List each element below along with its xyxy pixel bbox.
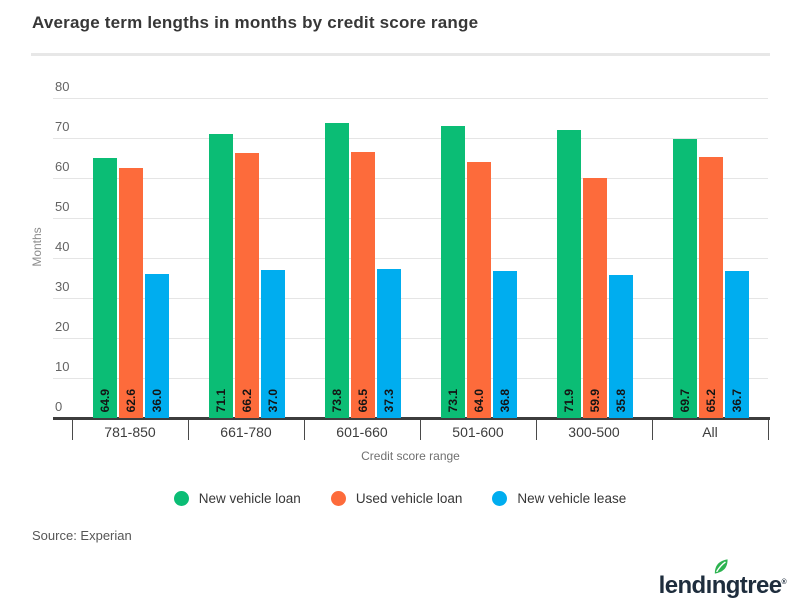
category-label: 601-660 xyxy=(336,424,388,440)
bar: 36.8 xyxy=(493,270,517,418)
bar-value-label: 36.7 xyxy=(730,388,744,412)
y-gridline xyxy=(53,218,768,219)
legend-dot-icon xyxy=(173,491,189,506)
y-gridline xyxy=(53,98,768,99)
x-axis-tick xyxy=(72,420,73,440)
bar-value-label: 35.8 xyxy=(614,388,628,412)
bar-value-label: 69.7 xyxy=(678,388,692,412)
bar-value-label: 64.9 xyxy=(98,388,112,412)
legend-label: Used vehicle loan xyxy=(355,491,463,506)
x-axis-tick xyxy=(188,420,189,440)
bar: 73.8 xyxy=(325,122,349,418)
bar: 62.6 xyxy=(119,167,143,418)
bar: 66.2 xyxy=(235,153,259,418)
category-label: All xyxy=(702,424,718,440)
x-axis-tick xyxy=(652,420,653,440)
y-tick-label: 50 xyxy=(55,199,70,214)
bar-value-label: 71.9 xyxy=(562,388,576,412)
y-tick-label: 80 xyxy=(55,79,70,94)
legend-item: Used vehicle loan xyxy=(330,491,463,506)
y-gridline xyxy=(53,298,768,299)
bar: 35.8 xyxy=(609,274,633,418)
chart-title: Average term lengths in months by credit… xyxy=(32,13,479,32)
legend: New vehicle loan Used vehicle loan New veh… xyxy=(0,491,800,506)
leaf-icon xyxy=(714,559,728,574)
y-gridline xyxy=(53,258,768,259)
y-gridline xyxy=(53,138,768,139)
bar-value-label: 73.8 xyxy=(330,388,344,412)
lendingtree-logo-text: lendıngtree® xyxy=(659,559,787,598)
bar-value-label: 66.5 xyxy=(356,388,370,412)
x-axis-tick xyxy=(536,420,537,440)
bar-value-label: 36.0 xyxy=(150,388,164,412)
y-tick-label: 30 xyxy=(55,279,70,294)
lendingtree-logo: lendıngtree® xyxy=(659,559,787,598)
bar-value-label: 71.1 xyxy=(214,388,228,412)
x-axis-tick xyxy=(420,420,421,440)
title-divider xyxy=(31,53,770,56)
y-tick-label: 20 xyxy=(55,319,70,334)
bar-value-label: 62.6 xyxy=(124,388,138,412)
legend-dot-icon xyxy=(492,491,508,506)
y-gridline xyxy=(53,178,768,179)
bar-value-label: 36.8 xyxy=(498,388,512,412)
bar-value-label: 64.0 xyxy=(472,388,486,412)
y-tick-label: 70 xyxy=(55,119,70,134)
x-axis-tick xyxy=(768,420,769,440)
y-gridline xyxy=(53,378,768,379)
legend-item: New vehicle loan xyxy=(173,491,301,506)
legend-item: New vehicle lease xyxy=(492,491,626,506)
category-label: 661-780 xyxy=(220,424,272,440)
bar: 36.0 xyxy=(145,274,169,418)
bar: 36.7 xyxy=(725,271,749,418)
legend-dot-icon xyxy=(330,491,346,506)
y-tick-label: 10 xyxy=(55,359,70,374)
bar-value-label: 37.3 xyxy=(382,388,396,412)
bar-value-label: 66.2 xyxy=(240,388,254,412)
y-tick-label: 40 xyxy=(55,239,70,254)
bar: 71.9 xyxy=(557,130,581,418)
category-label: 300-500 xyxy=(568,424,620,440)
category-label: 781-850 xyxy=(104,424,156,440)
bar: 37.0 xyxy=(261,270,285,418)
bar-value-label: 37.0 xyxy=(266,388,280,412)
y-tick-label: 0 xyxy=(55,399,63,414)
bar-value-label: 59.9 xyxy=(588,388,602,412)
bar: 64.0 xyxy=(467,162,491,418)
x-axis-title: Credit score range xyxy=(361,449,460,463)
y-tick-label: 60 xyxy=(55,159,70,174)
y-gridline xyxy=(53,338,768,339)
source-note: Source: Experian xyxy=(32,528,132,543)
bar: 66.5 xyxy=(351,152,375,418)
bar: 69.7 xyxy=(673,139,697,418)
bar: 71.1 xyxy=(209,133,233,418)
bar: 73.1 xyxy=(441,125,465,418)
bar: 65.2 xyxy=(699,157,723,418)
x-axis-line xyxy=(53,417,770,420)
legend-label: New vehicle loan xyxy=(198,491,301,506)
bar: 64.9 xyxy=(93,158,117,418)
y-axis-title: Months xyxy=(30,227,44,267)
bar: 37.3 xyxy=(377,268,401,418)
category-label: 501-600 xyxy=(452,424,504,440)
registered-mark: ® xyxy=(781,579,786,586)
bar: 59.9 xyxy=(583,178,607,418)
x-axis-tick xyxy=(304,420,305,440)
legend-label: New vehicle lease xyxy=(517,491,627,506)
bar-value-label: 73.1 xyxy=(446,388,460,412)
bar-value-label: 65.2 xyxy=(704,388,718,412)
